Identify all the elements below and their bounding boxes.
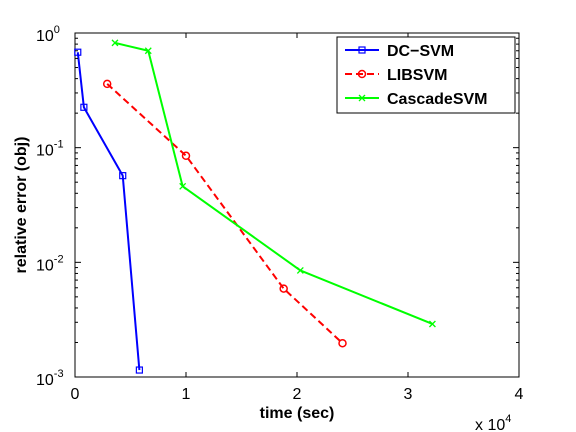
x-axis-title: time (sec)	[260, 405, 335, 422]
legend-marker	[358, 94, 366, 102]
y-axis-title: relative error (obj)	[13, 137, 30, 274]
axes-layer: 0 1 2 3 4 100 10-1 10-2 10-3 time (sec) relative e…	[13, 24, 524, 432]
data-point-dc-svm	[135, 366, 143, 374]
data-point-cascadesvm	[111, 39, 119, 47]
data-point-cascadesvm	[428, 320, 436, 328]
series-layer	[74, 39, 436, 374]
series-line-libsvm	[106, 83, 344, 344]
data-point-cascadesvm	[296, 266, 304, 274]
legend-entry-libsvm: LIBSVM	[345, 67, 447, 84]
legend-entry-dc-svm: DC−SVM	[345, 43, 454, 60]
data-point-dc-svm	[74, 48, 82, 56]
series-line-dc-svm	[76, 52, 141, 371]
series-cascadesvm	[111, 39, 436, 328]
legend-marker	[357, 69, 367, 79]
x-tick-label: 4	[515, 386, 524, 403]
data-point-libsvm	[102, 79, 112, 89]
legend-entry-cascadesvm: CascadeSVM	[345, 91, 488, 108]
y-tick-label: 10-2	[36, 253, 64, 274]
y-tick-label: 10-3	[36, 368, 64, 389]
data-point-libsvm	[279, 284, 288, 293]
data-point-libsvm	[338, 338, 347, 348]
x-tick-label: 1	[182, 386, 191, 403]
data-point-cascadesvm	[144, 47, 152, 55]
data-point-cascadesvm	[179, 182, 187, 190]
legend-label: LIBSVM	[387, 67, 447, 84]
y-tick-label: 100	[36, 24, 60, 45]
legend-label: CascadeSVM	[387, 91, 488, 108]
y-tick-label: 10-1	[36, 139, 64, 160]
x-tick-label: 0	[71, 386, 80, 403]
series-libsvm	[102, 79, 347, 348]
data-point-dc-svm	[119, 172, 127, 180]
x-tick-label: 2	[293, 386, 302, 403]
data-point-libsvm	[181, 151, 191, 161]
legend: DC−SVM LIBSVM CascadeSVM	[336, 36, 516, 114]
x-tick-label: 3	[404, 386, 413, 403]
legend-marker	[358, 46, 366, 54]
series-dc-svm	[74, 48, 143, 374]
legend-label: DC−SVM	[387, 43, 454, 60]
data-point-dc-svm	[80, 103, 88, 111]
x-axis-multiplier: x 104	[475, 413, 511, 432]
